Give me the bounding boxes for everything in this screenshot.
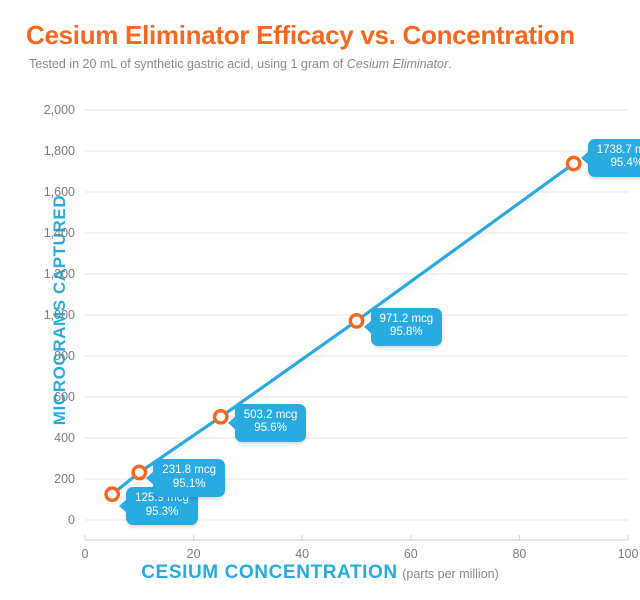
x-tick-label: 80 (512, 547, 527, 561)
data-label-percent: 95.8% (390, 326, 423, 339)
y-tick-label: 1,600 (43, 185, 75, 199)
x-axis-title-units: (parts per million) (402, 567, 499, 581)
data-point-marker (348, 313, 365, 329)
subtitle-suffix: . (448, 57, 452, 71)
data-point-marker (104, 486, 121, 503)
y-tick-label: 1,800 (43, 144, 75, 158)
x-tick-label: 100 (617, 547, 639, 561)
data-label-tooltip: 231.8 mcg 95.1% (146, 459, 225, 498)
x-tick-label: 20 (186, 547, 201, 561)
data-label-percent: 95.3% (145, 505, 179, 518)
data-point-markers (104, 155, 582, 503)
axis-lines (84, 535, 629, 541)
chart-subtitle: Tested in 20 mL of synthetic gastric aci… (29, 57, 452, 71)
page-title: Cesium Eliminator Efficacy vs. Concentra… (26, 20, 575, 50)
data-label-value: 971.2 mcg (379, 312, 434, 325)
x-tick-label: 60 (403, 547, 418, 561)
y-tick-label: 1,200 (43, 267, 75, 281)
x-axis-title: CESIUM CONCENTRATION (parts per million) (0, 562, 640, 584)
data-point-marker (565, 155, 582, 172)
data-label-percent: 95.1% (172, 477, 206, 490)
data-point-marker (131, 464, 148, 481)
data-label-percent: 95.6% (254, 422, 287, 435)
x-axis-title-main: CESIUM CONCENTRATION (141, 562, 398, 583)
y-tick-label: 1,400 (43, 226, 75, 240)
y-tick-label: 2,000 (43, 103, 75, 117)
subtitle-product-name: Cesium Eliminator (346, 57, 449, 71)
series-line (110, 162, 576, 496)
data-label-value: 503.2 mcg (243, 408, 298, 421)
data-label-tooltip: 503.2 mcg 95.6% (227, 403, 307, 442)
data-label-tooltip: 971.2 mcg 95.8% (363, 307, 443, 346)
y-tick-label: 200 (54, 472, 75, 486)
y-tick-label: 600 (54, 390, 75, 404)
x-tick-label: 40 (295, 547, 310, 561)
data-point-marker (212, 408, 229, 425)
x-tick-label: 0 (81, 547, 89, 561)
y-tick-label: 0 (68, 513, 75, 527)
data-label-percent: 95.4% (610, 157, 640, 170)
data-label-value: 1738.7 mcg (596, 143, 640, 156)
subtitle-prefix: Tested in 20 mL of synthetic gastric aci… (29, 57, 347, 71)
data-label-value: 231.8 mcg (162, 464, 216, 477)
y-tick-label: 400 (54, 431, 75, 445)
y-tick-label: 1,000 (43, 308, 75, 322)
y-tick-label: 800 (54, 349, 75, 363)
